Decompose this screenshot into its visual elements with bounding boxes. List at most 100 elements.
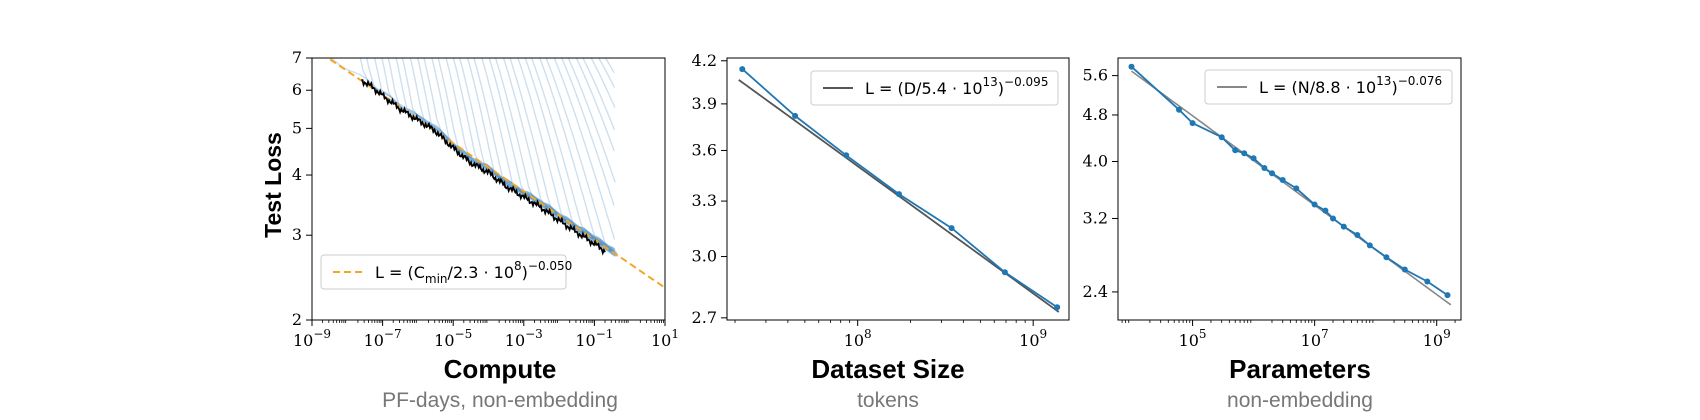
- compute-training-run: [597, 58, 616, 88]
- tick-exponent: 9: [1443, 327, 1451, 341]
- compute-training-run: [545, 58, 616, 251]
- tick-base: 10: [844, 331, 864, 350]
- parameters-y-tick-label: 4.0: [1083, 152, 1108, 171]
- compute-training-run: [524, 58, 615, 251]
- parameters-data-point: [1128, 63, 1135, 70]
- compute-training-run: [560, 58, 615, 206]
- dataset-y-tick-label: 3.0: [692, 247, 717, 266]
- parameters-data-point: [1261, 165, 1268, 171]
- tick-exponent: 8: [864, 327, 872, 341]
- parameters-data-point: [1424, 278, 1431, 285]
- compute-training-run: [401, 58, 617, 257]
- dataset-y-tick-label: 2.7: [692, 308, 717, 327]
- parameters-y-tick-label: 5.6: [1083, 66, 1108, 85]
- legend-part: 8: [514, 259, 522, 273]
- dataset-plot-area: [738, 66, 1061, 313]
- dataset-data-point: [843, 152, 850, 159]
- legend-part: −0.050: [528, 259, 572, 273]
- dataset-data-point: [792, 112, 799, 119]
- dataset-y-tick-label: 4.2: [692, 51, 717, 70]
- dataset-legend-box: [810, 70, 1059, 106]
- compute-training-run: [582, 58, 616, 131]
- legend-part: L = (C: [375, 263, 425, 282]
- tick-base: 10: [1423, 331, 1443, 350]
- parameters-x-axis-sublabel: non-embedding: [1227, 389, 1373, 412]
- legend-part: ): [1391, 78, 1397, 97]
- compute-training-run: [373, 58, 617, 257]
- dataset-y-tick-label: 3.3: [692, 191, 717, 210]
- legend-part: ): [522, 263, 528, 282]
- legend-part: L = (N/8.8 · 10: [1259, 78, 1376, 97]
- parameters-data-point: [1176, 106, 1182, 113]
- legend-part: /2.3 · 10: [448, 263, 514, 282]
- legend-part: 13: [983, 75, 998, 89]
- dataset-data-point: [1054, 304, 1061, 311]
- compute-legend-label: L = (Cmin/2.3 · 108)−0.050: [375, 259, 572, 286]
- compute-training-run: [590, 58, 616, 108]
- legend-part: ): [998, 79, 1004, 98]
- compute-training-run: [488, 58, 615, 251]
- compute-training-run: [538, 58, 616, 250]
- compute-x-tick-label: 10−7: [364, 327, 402, 350]
- legend-part: 13: [1376, 74, 1391, 88]
- compute-training-run: [445, 58, 618, 254]
- tick-exponent: 5: [1199, 327, 1207, 341]
- parameters-data-point: [1444, 292, 1451, 299]
- tick-base: 10: [293, 331, 313, 350]
- dataset-x-tick-label: 109: [1019, 327, 1047, 350]
- compute-legend: L = (Cmin/2.3 · 108)−0.050: [320, 254, 572, 290]
- tick-base: 10: [505, 331, 525, 350]
- parameters-data-point: [1241, 150, 1248, 157]
- tick-base: 10: [364, 331, 384, 350]
- parameters-data-point: [1218, 134, 1225, 141]
- compute-legend-box: [320, 254, 567, 290]
- parameters-data-point: [1279, 177, 1286, 183]
- compute-y-tick-label: 7: [292, 48, 302, 67]
- compute-x-tick-label: 10−1: [575, 327, 613, 350]
- parameters-data-point: [1232, 147, 1239, 154]
- compute-training-run: [553, 58, 616, 240]
- parameters-data-point: [1330, 215, 1336, 222]
- parameters-y-tick-label: 4.8: [1083, 105, 1108, 124]
- parameters-data-point: [1383, 254, 1390, 261]
- parameters-plot-frame: [1117, 57, 1462, 321]
- compute-y-tick-label: 2: [292, 310, 302, 329]
- dataset-data-point: [739, 66, 746, 73]
- parameters-data-point: [1401, 266, 1408, 273]
- dataset-data-point: [1001, 269, 1008, 276]
- legend-part: min: [425, 272, 448, 286]
- tick-base: 10: [1179, 331, 1199, 350]
- compute-x-tick-label: 101: [651, 327, 679, 350]
- compute-training-run: [416, 58, 616, 253]
- parameters-y-tick-label: 3.2: [1083, 208, 1108, 227]
- compute-y-tick-label: 6: [292, 80, 302, 99]
- compute-fit-line: [326, 58, 665, 289]
- parameters-data-point: [1366, 242, 1373, 249]
- compute-y-axis-label: Test Loss: [260, 132, 286, 238]
- compute-plot-content: [326, 58, 665, 289]
- parameters-legend: L = (N/8.8 · 1013)−0.076: [1204, 69, 1453, 105]
- parameters-x-axis-label: Parameters: [1229, 354, 1371, 384]
- dataset-y-tick-label: 3.9: [692, 94, 717, 113]
- compute-x-axis-label: Compute: [444, 354, 557, 384]
- compute-training-run: [473, 58, 617, 254]
- parameters-data-point: [1250, 155, 1257, 162]
- tick-exponent: −7: [384, 327, 402, 341]
- tick-exponent: 9: [1040, 327, 1048, 341]
- compute-x-tick-label: 10−9: [293, 327, 331, 350]
- dataset-data-point: [896, 191, 902, 198]
- compute-frontier-line: [361, 79, 606, 256]
- tick-exponent: −3: [525, 327, 543, 341]
- dataset-x-tick-label: 108: [844, 327, 872, 350]
- parameters-data-point: [1293, 185, 1300, 192]
- parameters-x-tick-label: 105: [1179, 327, 1207, 350]
- compute-training-run: [575, 58, 615, 151]
- compute-y-tick-label: 4: [292, 165, 302, 184]
- compute-x-tick-label: 10−3: [505, 327, 543, 350]
- compute-x-axis-sublabel: PF-days, non-embedding: [382, 389, 618, 412]
- parameters-data-point: [1311, 201, 1318, 208]
- tick-exponent: −1: [596, 327, 614, 341]
- compute-training-run: [517, 58, 615, 253]
